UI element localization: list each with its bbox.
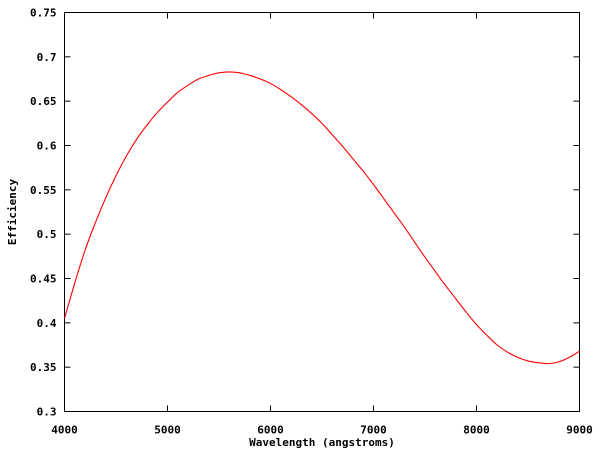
y-tick-label: 0.45	[30, 273, 57, 286]
y-tick-label: 0.7	[37, 51, 57, 64]
x-tick-label: 9000	[566, 424, 593, 437]
plot-frame	[64, 12, 580, 412]
x-axis-label: Wavelength (angstroms)	[249, 436, 395, 449]
x-tick-label: 8000	[463, 424, 490, 437]
y-axis-ticks: 0.3 0.35 0.4 0.45 0.5 0.55 0.6 0.65 0.7 0.75	[30, 7, 580, 419]
x-tick-label: 5000	[154, 424, 181, 437]
y-tick-label: 0.75	[30, 7, 57, 20]
efficiency-curve	[63, 71, 580, 365]
y-tick-label: 0.5	[37, 228, 57, 241]
y-tick-label: 0.6	[37, 140, 57, 153]
series-layer	[63, 71, 580, 365]
x-tick-label: 7000	[360, 424, 387, 437]
y-tick-label: 0.65	[30, 95, 57, 108]
x-tick-label: 4000	[51, 424, 78, 437]
x-tick-label: 6000	[257, 424, 284, 437]
y-tick-label: 0.35	[30, 361, 57, 374]
y-tick-label: 0.55	[30, 184, 57, 197]
y-tick-label: 0.3	[37, 406, 57, 419]
y-tick-label: 0.4	[37, 317, 57, 330]
y-axis-label: Efficiency	[6, 179, 19, 246]
x-axis-ticks: 4000 5000 6000 7000 8000 9000	[51, 12, 593, 437]
